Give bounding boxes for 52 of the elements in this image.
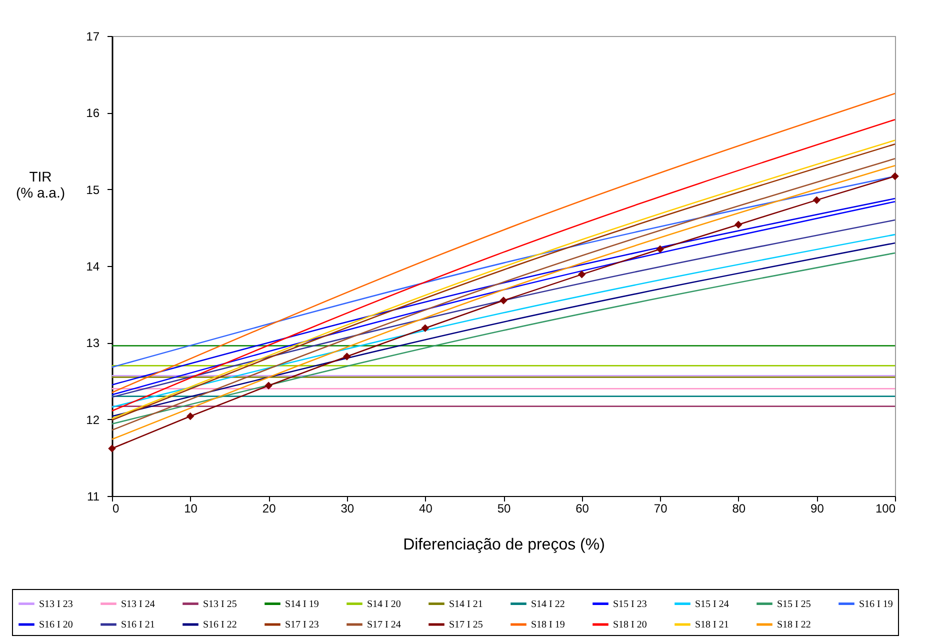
legend-label: S15 I 23 [613, 598, 647, 610]
x-tick-label: 30 [340, 502, 354, 516]
y-tick-label: 12 [86, 412, 100, 427]
point [734, 220, 742, 228]
legend-label: S16 I 19 [859, 598, 893, 610]
point [500, 296, 508, 304]
legend-label: S16 I 22 [203, 620, 237, 630]
legend-label: S15 I 24 [695, 598, 729, 610]
legend-label: S16 I 21 [121, 620, 155, 630]
legend-label: S18 I 21 [695, 620, 729, 630]
legend-label: S18 I 22 [777, 620, 811, 630]
y-tick-label: 17 [86, 30, 100, 44]
point [343, 352, 351, 360]
x-tick-label: 90 [810, 502, 824, 516]
point [421, 324, 430, 332]
point [656, 245, 664, 254]
legend-label: S17 I 25 [449, 620, 483, 630]
legend-label: S14 I 20 [367, 598, 401, 610]
legend-label: S16 I 20 [39, 620, 73, 630]
legend-label: S14 I 19 [285, 598, 319, 610]
x-tick-label: 20 [262, 502, 276, 516]
x-tick-label: 50 [497, 502, 511, 516]
legend-label: S14 I 21 [449, 598, 483, 610]
x-tick-label: 80 [732, 502, 746, 516]
x-tick-label: 70 [654, 502, 668, 516]
legend-label: S18 I 19 [531, 620, 565, 630]
legend-label: S17 I 24 [367, 620, 401, 630]
x-tick-label: 100 [875, 502, 896, 516]
point [578, 270, 586, 278]
legend-label: S18 I 20 [613, 620, 647, 630]
point [108, 444, 116, 452]
legend-label: S13 I 24 [121, 598, 155, 610]
point [812, 196, 821, 204]
legend-label: S15 I 25 [777, 598, 811, 610]
legend-label: S13 I 23 [39, 598, 73, 610]
y-axis-title: TIR (% a.a.) [16, 168, 66, 200]
point [264, 382, 272, 390]
point [891, 172, 899, 180]
legend-label: S14 I 22 [531, 598, 565, 610]
y-tick-label: 14 [86, 260, 100, 274]
x-tick-label: 40 [419, 502, 433, 516]
point [186, 412, 194, 420]
y-tick-label: 16 [86, 106, 100, 120]
x-tick-label: 0 [112, 502, 120, 516]
x-tick-label: 60 [576, 502, 590, 516]
legend-label: S17 I 23 [285, 620, 319, 630]
y-tick-label: 15 [86, 182, 100, 197]
x-tick-label: 10 [184, 502, 198, 516]
x-axis-title: Diferenciação de preços (%) [403, 536, 605, 554]
y-tick-label: 13 [86, 336, 100, 350]
y-tick-label: 11 [87, 490, 100, 504]
legend-label: S13 I 25 [203, 598, 237, 610]
